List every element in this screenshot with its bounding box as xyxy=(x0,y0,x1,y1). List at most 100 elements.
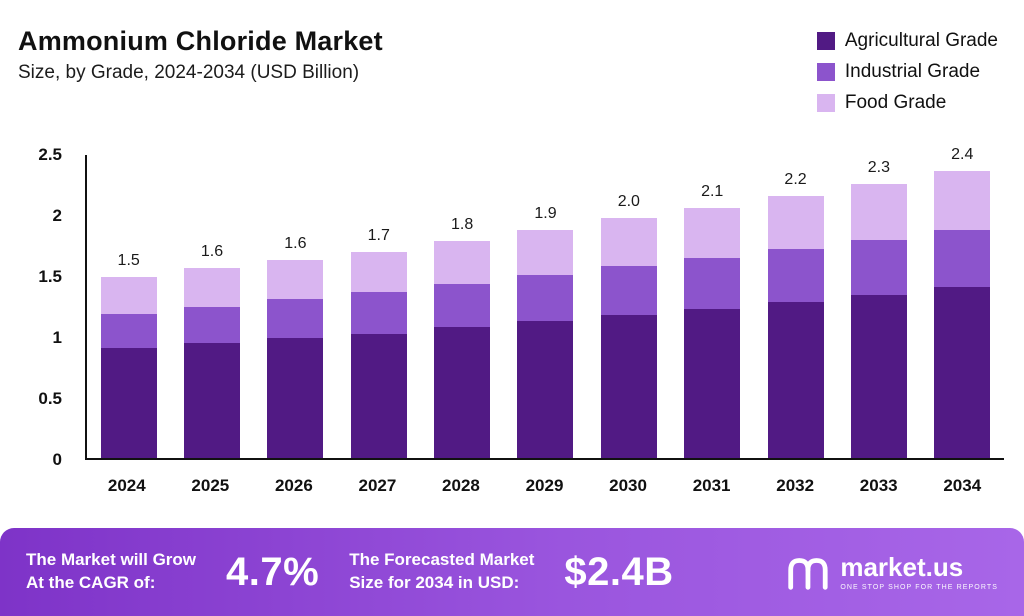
y-tick-label: 0 xyxy=(52,450,62,469)
bar-segment-agricultural-grade xyxy=(517,321,574,458)
x-tick-label: 2026 xyxy=(274,476,313,495)
cagr-label: The Market will Grow At the CAGR of: xyxy=(26,549,196,595)
y-tick-label: 0.5 xyxy=(38,389,62,408)
cagr-label-line2: At the CAGR of: xyxy=(26,573,156,592)
bar-segment-agricultural-grade xyxy=(600,315,657,458)
legend-label: Industrial Grade xyxy=(844,61,981,82)
bar-segment-agricultural-grade xyxy=(767,301,824,458)
x-tick-label: 2029 xyxy=(525,476,564,495)
brand-logo: market.us ONE STOP SHOP FOR THE REPORTS xyxy=(784,549,998,595)
forecast-label-line2: Size for 2034 in USD: xyxy=(349,573,520,592)
bar-segment-industrial-grade xyxy=(767,249,824,302)
legend-swatch-industrial xyxy=(816,63,835,81)
x-tick-label: 2027 xyxy=(358,476,397,495)
legend-label: Agricultural Grade xyxy=(844,30,998,51)
footer-banner: The Market will Grow At the CAGR of: 4.7… xyxy=(0,528,1024,616)
stacked-bar xyxy=(517,229,574,458)
bar-segment-industrial-grade xyxy=(934,229,991,288)
bar-segment-food-grade xyxy=(100,277,157,315)
bar-total-label: 2.1 xyxy=(701,182,724,200)
bar-segment-industrial-grade xyxy=(100,314,157,349)
bar-segment-food-grade xyxy=(267,260,324,300)
stacked-bar xyxy=(434,240,491,458)
bar-total-label: 2.2 xyxy=(784,170,807,188)
bar-segment-industrial-grade xyxy=(684,257,741,310)
bar-segment-agricultural-grade xyxy=(267,338,324,458)
bar-group: 2.3 xyxy=(837,155,920,458)
stacked-bar xyxy=(267,260,324,458)
bar-group: 1.9 xyxy=(504,155,587,458)
bar-group: 1.5 xyxy=(87,155,170,458)
bar-segment-industrial-grade xyxy=(434,283,491,328)
x-tick-label: 2031 xyxy=(692,476,731,495)
bar-segment-food-grade xyxy=(850,183,907,240)
legend-swatch-agricultural xyxy=(816,32,835,50)
bar-group: 2.1 xyxy=(671,155,754,458)
bar-group: 1.6 xyxy=(170,155,253,458)
stacked-bar xyxy=(600,217,657,458)
stacked-bar xyxy=(350,251,407,458)
x-tick-label: 2025 xyxy=(191,476,230,495)
x-tick-label: 2028 xyxy=(442,476,480,495)
bar-segment-food-grade xyxy=(684,207,741,258)
bar-total-label: 1.6 xyxy=(284,235,307,253)
plot-area: 1.5 1.6 1.6 1.7 1.8 1.9 2.0 2.1 2.2 2.3 2.4 xyxy=(85,146,1004,460)
bar-total-label: 1.8 xyxy=(450,215,474,233)
bar-segment-industrial-grade xyxy=(184,306,241,344)
legend-item-industrial: Industrial Grade xyxy=(816,61,998,83)
y-axis-ticks: 0 0.5 1 1.5 2 2.5 xyxy=(0,146,76,469)
bar-segment-food-grade xyxy=(600,217,657,267)
y-tick-label: 2.5 xyxy=(38,145,62,164)
brand-text: market.us ONE STOP SHOP FOR THE REPORTS xyxy=(840,554,998,591)
bar-total-label: 1.5 xyxy=(117,252,140,270)
bar-total-label: 2.4 xyxy=(951,146,974,164)
page-subtitle: Size, by Grade, 2024-2034 (USD Billion) xyxy=(18,62,360,83)
bar-segment-agricultural-grade xyxy=(434,327,491,458)
brand-tagline: ONE STOP SHOP FOR THE REPORTS xyxy=(840,583,998,591)
x-tick-label: 2032 xyxy=(776,476,815,495)
bar-segment-industrial-grade xyxy=(517,275,574,322)
bars-row: 1.5 1.6 1.6 1.7 1.8 1.9 2.0 2.1 2.2 2.3 2.4 xyxy=(87,146,1004,458)
x-tick-label: 2024 xyxy=(107,476,146,495)
bar-segment-agricultural-grade xyxy=(100,348,157,458)
stacked-bar xyxy=(100,277,157,458)
x-tick-label: 2030 xyxy=(609,476,647,495)
legend: Agricultural Grade Industrial Grade Food… xyxy=(816,30,998,114)
bar-segment-agricultural-grade xyxy=(934,287,991,458)
bar-segment-food-grade xyxy=(767,195,824,250)
legend-swatch-food xyxy=(816,94,835,112)
bar-total-label: 1.9 xyxy=(534,204,557,222)
stacked-bar xyxy=(934,171,991,458)
bar-total-label: 1.7 xyxy=(367,226,390,244)
market-us-icon xyxy=(788,558,828,590)
cagr-label-line1: The Market will Grow xyxy=(26,550,197,570)
bar-group: 1.6 xyxy=(254,155,337,458)
bar-segment-agricultural-grade xyxy=(184,343,241,458)
legend-item-food: Food Grade xyxy=(816,92,998,114)
bar-segment-industrial-grade xyxy=(267,299,324,339)
bar-group: 2.0 xyxy=(587,155,670,458)
bar-segment-food-grade xyxy=(517,229,574,276)
bar-segment-industrial-grade xyxy=(600,266,657,316)
bar-total-label: 2.3 xyxy=(867,158,891,176)
stacked-bar xyxy=(767,195,824,458)
y-tick-label: 1 xyxy=(52,328,62,347)
x-axis-labels: 2024 2025 2026 2027 2028 2029 2030 2031 2032 2033… xyxy=(85,476,1004,496)
stacked-bar xyxy=(184,267,241,458)
bar-group: 1.8 xyxy=(420,155,503,458)
bar-total-label: 1.6 xyxy=(200,242,224,260)
bar-segment-industrial-grade xyxy=(850,239,907,295)
bar-segment-agricultural-grade xyxy=(684,309,741,458)
legend-label: Food Grade xyxy=(844,92,947,113)
bar-segment-industrial-grade xyxy=(350,292,407,334)
stacked-bar xyxy=(850,183,907,458)
bar-segment-agricultural-grade xyxy=(850,294,907,458)
x-tick-label: 2033 xyxy=(859,476,898,495)
y-tick-label: 1.5 xyxy=(38,267,62,286)
y-tick-label: 2 xyxy=(52,206,62,225)
page-title: Ammonium Chloride Market xyxy=(18,26,383,56)
cagr-value: 4.7% xyxy=(226,549,320,594)
bar-segment-food-grade xyxy=(184,267,241,307)
stacked-bar xyxy=(684,207,741,458)
